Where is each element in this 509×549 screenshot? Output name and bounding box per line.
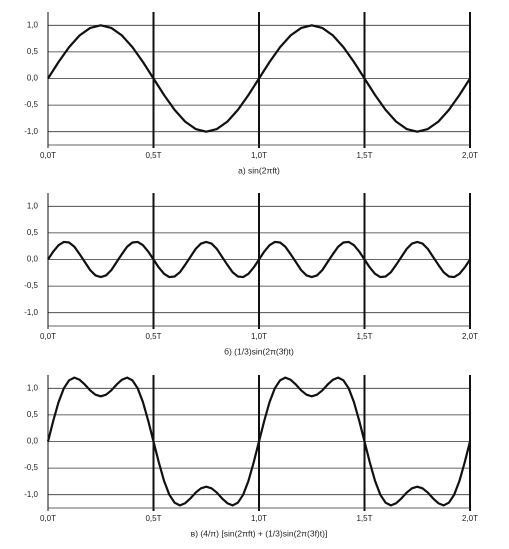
y-tick-label: -1,0	[24, 127, 38, 136]
y-tick-label: 1,0	[27, 20, 39, 29]
signal-line	[47, 240, 471, 279]
y-tick-label: 0,0	[27, 74, 39, 83]
x-tick-label: 1,5T	[356, 514, 372, 523]
y-tick-label: 1,0	[27, 201, 39, 210]
signal-line	[47, 24, 471, 133]
y-tick-label: 0,0	[27, 437, 39, 446]
x-tick-label: 1,5T	[356, 332, 372, 341]
y-tick-label: 0,5	[27, 47, 39, 56]
x-tick-label: 2,0T	[462, 151, 478, 160]
caption: в) (4/π) [sin(2πft) + (1/3)sin(2π(3f)t)]	[191, 528, 328, 538]
x-tick-label: 1,0T	[251, 332, 267, 341]
caption: а) sin(2πft)	[238, 165, 280, 175]
y-tick-label: 0,0	[27, 255, 39, 264]
x-tick-label: 2,0T	[462, 514, 478, 523]
y-tick-label: 0,5	[27, 228, 39, 237]
caption: б) (1/3)sin(2π(3f)t)	[224, 346, 294, 356]
y-tick-label: -0,5	[24, 100, 38, 109]
x-tick-label: 0,0T	[40, 332, 56, 341]
y-tick-label: -1,0	[24, 490, 38, 499]
x-tick-label: 2,0T	[462, 332, 478, 341]
signal-line	[46, 376, 472, 507]
y-tick-label: -1,0	[24, 308, 38, 317]
x-tick-label: 1,5T	[356, 151, 372, 160]
x-tick-label: 1,0T	[251, 151, 267, 160]
x-tick-label: 0,0T	[40, 151, 56, 160]
y-tick-label: -0,5	[24, 281, 38, 290]
x-tick-label: 0,5T	[145, 332, 161, 341]
y-tick-label: 1,0	[27, 383, 39, 392]
x-tick-label: 0,5T	[145, 514, 161, 523]
y-tick-label: 0,5	[27, 410, 39, 419]
x-tick-label: 1,0T	[251, 514, 267, 523]
x-tick-label: 0,0T	[40, 514, 56, 523]
x-tick-label: 0,5T	[145, 151, 161, 160]
y-tick-label: -0,5	[24, 463, 38, 472]
